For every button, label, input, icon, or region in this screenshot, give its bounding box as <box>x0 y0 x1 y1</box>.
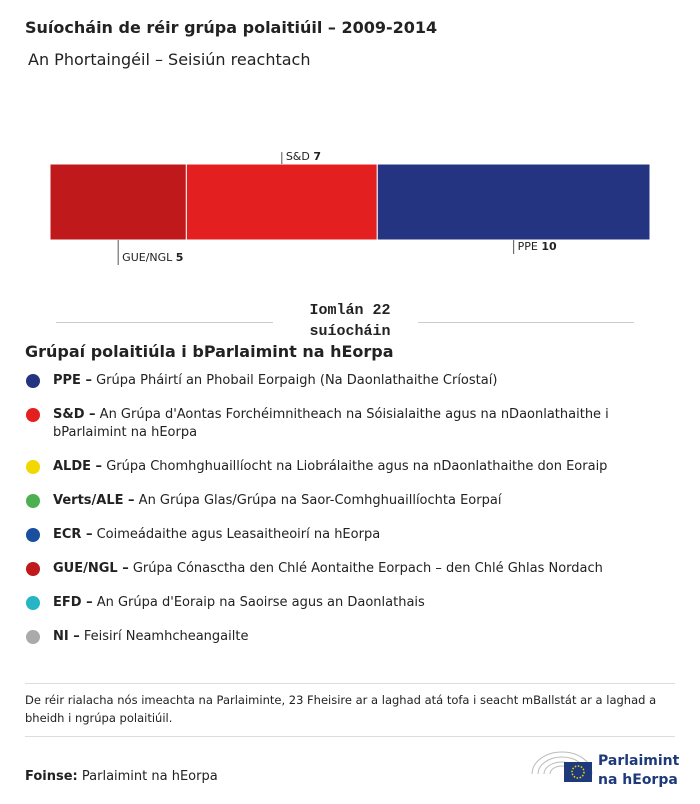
legend-item: PPE – Grúpa Pháirtí an Phobail Eorpaigh … <box>25 372 670 390</box>
legend-abbr: S&D – <box>53 407 96 422</box>
legend-text: Grúpa Cónasctha den Chlé Aontaithe Eorpa… <box>132 561 603 576</box>
chart: GUE/NGL 5 S&D 7 PPE 10 <box>49 150 651 265</box>
legend: PPE – Grúpa Pháirtí an Phobail Eorpaigh … <box>25 372 670 662</box>
chart-title: Suíocháin de réir grúpa polaitiúil – 200… <box>25 18 438 37</box>
legend-abbr: GUE/NGL – <box>53 561 129 576</box>
source-text: Parlaimint na hEorpa <box>81 769 218 784</box>
legend-dot <box>26 374 40 388</box>
legend-dot <box>26 494 40 508</box>
bar-label: S&D 7 <box>286 150 321 163</box>
legend-dot <box>26 596 40 610</box>
logo-line: na hEorpa <box>598 772 678 788</box>
legend-abbr: NI – <box>53 629 80 644</box>
legend-item: Verts/ALE – An Grúpa Glas/Grúpa na Saor-… <box>25 492 670 510</box>
legend-dot <box>26 630 40 644</box>
divider <box>25 683 675 684</box>
total-label: Iomlán 22 suíocháin <box>309 302 391 340</box>
source-label: Foinse: <box>25 769 78 784</box>
bar-label: PPE 10 <box>518 240 557 253</box>
legend-dot <box>26 460 40 474</box>
legend-abbr: ECR – <box>53 527 93 542</box>
divider <box>418 322 634 323</box>
legend-item: ALDE – Grúpa Chomhghuaillíocht na Liobrá… <box>25 458 670 476</box>
legend-dot <box>26 528 40 542</box>
logo: Parlaimint na hEorpa <box>531 751 680 788</box>
legend-dot <box>26 408 40 422</box>
series-name: S&D <box>286 150 310 163</box>
value-label: 5 <box>176 251 184 264</box>
series-name: PPE <box>518 240 538 253</box>
legend-item: NI – Feisirí Neamhcheangailte <box>25 628 670 646</box>
legend-dot <box>26 562 40 576</box>
legend-item: GUE/NGL – Grúpa Cónasctha den Chlé Aonta… <box>25 560 670 578</box>
bar-segment <box>49 163 187 241</box>
bar-segment <box>185 163 378 241</box>
bar-label: GUE/NGL 5 <box>122 251 183 264</box>
bar-segment <box>376 163 651 241</box>
logo-line: Parlaimint <box>598 753 680 769</box>
divider <box>25 736 675 737</box>
legend-text: Grúpa Pháirtí an Phobail Eorpaigh (Na Da… <box>96 373 498 388</box>
legend-title: Grúpaí polaitiúla i bParlaimint na hEorp… <box>25 342 394 361</box>
note: De réir rialacha nós imeachta na Parlaim… <box>25 693 657 725</box>
value-label: 10 <box>541 240 557 253</box>
legend-abbr: PPE – <box>53 373 92 388</box>
series-name: GUE/NGL <box>122 251 173 264</box>
legend-abbr: ALDE – <box>53 459 103 474</box>
divider <box>56 322 273 323</box>
legend-abbr: Verts/ALE – <box>53 493 135 508</box>
logo-flag <box>564 762 592 782</box>
legend-abbr: EFD – <box>53 595 93 610</box>
legend-item: ECR – Coimeádaithe agus Leasaitheoirí na… <box>25 526 670 544</box>
legend-text: An Grúpa Glas/Grúpa na Saor-Comhghuaillí… <box>138 493 502 508</box>
legend-text: An Grúpa d'Eoraip na Saoirse agus an Dao… <box>96 595 425 610</box>
source: Foinse: Parlaimint na hEorpa <box>25 769 218 784</box>
legend-text: An Grúpa d'Aontas Forchéimnitheach na Só… <box>53 407 609 440</box>
legend-text: Grúpa Chomhghuaillíocht na Liobrálaithe … <box>106 459 608 474</box>
value-label: 7 <box>313 150 321 163</box>
chart-subtitle: An Phortaingéil – Seisiún reachtach <box>28 50 311 69</box>
legend-text: Feisirí Neamhcheangailte <box>83 629 249 644</box>
legend-text: Coimeádaithe agus Leasaitheoirí na hEorp… <box>96 527 381 542</box>
legend-item: S&D – An Grúpa d'Aontas Forchéimnitheach… <box>25 406 670 442</box>
legend-item: EFD – An Grúpa d'Eoraip na Saoirse agus … <box>25 594 670 612</box>
logo-stars <box>571 765 585 779</box>
